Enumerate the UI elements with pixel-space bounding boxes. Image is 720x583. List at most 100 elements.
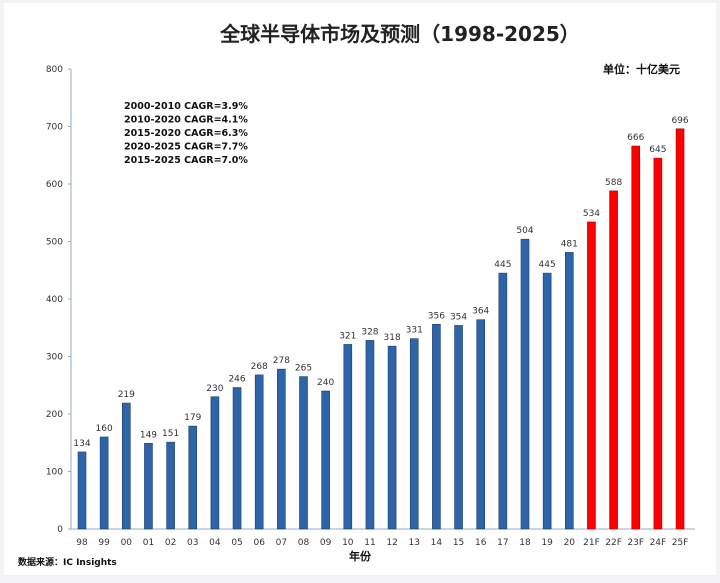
data-label: 160 bbox=[96, 424, 113, 434]
cagr-annotation: 2015-2020 CAGR=6.3% bbox=[124, 128, 248, 139]
bar-01 bbox=[144, 443, 153, 530]
x-tick-label: 22F bbox=[605, 538, 622, 548]
data-label: 588 bbox=[605, 178, 622, 188]
x-tick-label: 03 bbox=[187, 538, 198, 548]
source-note: 数据来源：IC Insights bbox=[18, 556, 117, 568]
bar-23F bbox=[631, 145, 641, 530]
bar-11 bbox=[365, 340, 375, 530]
y-tick-label: 200 bbox=[46, 410, 63, 420]
data-label: 151 bbox=[162, 429, 179, 439]
x-tick-label: 15 bbox=[453, 538, 464, 548]
bar-02 bbox=[166, 441, 175, 530]
x-tick-label: 08 bbox=[298, 538, 310, 548]
data-label: 445 bbox=[494, 260, 511, 270]
bar-12 bbox=[387, 345, 397, 530]
bar-04 bbox=[210, 396, 220, 530]
x-tick-label: 25F bbox=[672, 538, 689, 548]
data-label: 364 bbox=[472, 307, 489, 317]
data-label: 445 bbox=[539, 260, 556, 270]
y-tick-label: 400 bbox=[46, 295, 63, 305]
bar-15 bbox=[454, 325, 463, 530]
y-tick-label: 700 bbox=[46, 123, 63, 133]
x-tick-label: 01 bbox=[143, 538, 154, 548]
x-tick-label: 98 bbox=[76, 538, 88, 548]
data-label: 481 bbox=[561, 239, 578, 249]
bar-21F bbox=[587, 221, 596, 530]
data-label: 149 bbox=[140, 430, 157, 440]
data-label: 265 bbox=[295, 364, 312, 374]
bar-13 bbox=[409, 338, 419, 530]
y-tick-label: 500 bbox=[46, 238, 63, 248]
bar-09 bbox=[321, 390, 330, 530]
data-label: 219 bbox=[118, 390, 135, 400]
x-tick-label: 99 bbox=[98, 538, 110, 548]
x-axis-label: 年份 bbox=[349, 549, 372, 563]
data-label: 230 bbox=[206, 384, 223, 394]
x-tick-label: 23F bbox=[627, 538, 644, 548]
data-label: 240 bbox=[317, 378, 334, 388]
bar-18 bbox=[520, 238, 530, 530]
bar-00 bbox=[122, 402, 131, 530]
cagr-annotation: 2020-2025 CAGR=7.7% bbox=[124, 142, 248, 153]
x-tick-label: 07 bbox=[276, 538, 287, 548]
chart-title: 全球半导体市场及预测（1998-2025） bbox=[219, 22, 580, 46]
data-label: 696 bbox=[671, 116, 688, 126]
x-tick-label: 02 bbox=[165, 538, 176, 548]
bar-24F bbox=[653, 157, 663, 530]
data-label: 356 bbox=[428, 311, 445, 321]
cagr-annotation: 2000-2010 CAGR=3.9% bbox=[124, 101, 248, 112]
x-tick-label: 00 bbox=[121, 538, 133, 548]
x-tick-label: 05 bbox=[231, 538, 242, 548]
data-label: 328 bbox=[361, 327, 378, 337]
data-label: 134 bbox=[73, 439, 90, 449]
bar-05 bbox=[232, 387, 242, 530]
x-tick-label: 16 bbox=[475, 538, 487, 548]
x-tick-label: 21F bbox=[583, 538, 600, 548]
data-label: 246 bbox=[228, 375, 245, 385]
bar-22F bbox=[609, 190, 618, 530]
data-label: 534 bbox=[583, 209, 600, 219]
bar-08 bbox=[299, 376, 308, 530]
cagr-annotation: 2010-2020 CAGR=4.1% bbox=[124, 115, 248, 126]
x-tick-label: 13 bbox=[409, 538, 420, 548]
bar-10 bbox=[343, 344, 353, 530]
data-label: 504 bbox=[516, 226, 533, 236]
data-label: 645 bbox=[649, 145, 666, 155]
data-label: 268 bbox=[251, 362, 268, 372]
y-tick-label: 800 bbox=[46, 65, 63, 75]
x-tick-label: 09 bbox=[320, 538, 332, 548]
bar-19 bbox=[542, 272, 552, 530]
cagr-annotation: 2015-2025 CAGR=7.0% bbox=[124, 155, 248, 166]
y-tick-label: 600 bbox=[46, 180, 63, 190]
x-tick-label: 24F bbox=[650, 538, 667, 548]
data-label: 354 bbox=[450, 312, 467, 322]
bar-17 bbox=[498, 272, 508, 530]
x-tick-label: 12 bbox=[386, 538, 397, 548]
bar-06 bbox=[254, 374, 264, 530]
x-tick-label: 14 bbox=[431, 538, 443, 548]
bar-14 bbox=[432, 323, 441, 530]
data-label: 666 bbox=[627, 133, 644, 143]
y-tick-label: 100 bbox=[46, 468, 63, 478]
data-label: 331 bbox=[406, 326, 423, 336]
x-tick-label: 04 bbox=[209, 538, 221, 548]
x-tick-label: 06 bbox=[253, 538, 265, 548]
x-tick-label: 18 bbox=[519, 538, 531, 548]
x-tick-label: 11 bbox=[364, 538, 375, 548]
bar-07 bbox=[277, 368, 286, 530]
x-tick-label: 19 bbox=[541, 538, 553, 548]
bar-16 bbox=[476, 319, 486, 530]
bar-99 bbox=[99, 436, 109, 530]
bar-98 bbox=[77, 451, 87, 530]
x-tick-label: 17 bbox=[497, 538, 508, 548]
unit-label: 单位：十亿美元 bbox=[603, 62, 680, 76]
y-tick-label: 300 bbox=[46, 353, 63, 363]
x-tick-label: 10 bbox=[342, 538, 354, 548]
data-label: 318 bbox=[384, 333, 401, 343]
data-label: 321 bbox=[339, 331, 356, 341]
data-label: 278 bbox=[273, 356, 290, 366]
data-label: 179 bbox=[184, 413, 201, 423]
bar-25F bbox=[675, 128, 685, 530]
